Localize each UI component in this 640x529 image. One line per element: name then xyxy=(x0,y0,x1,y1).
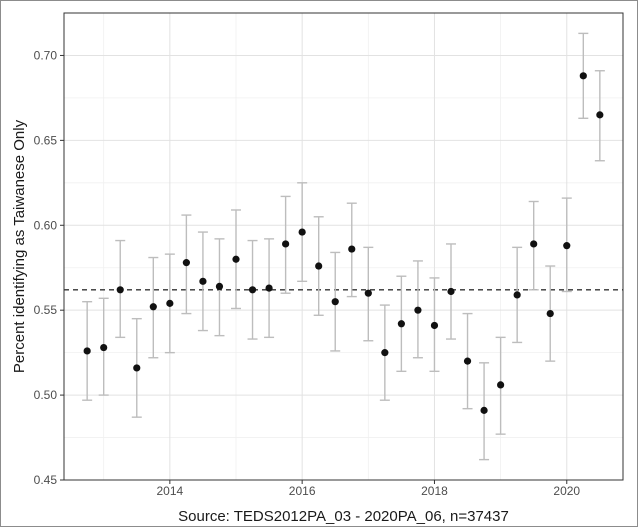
y-tick-label: 0.55 xyxy=(34,303,58,317)
y-tick-label: 0.45 xyxy=(34,473,58,487)
data-point xyxy=(530,240,538,248)
data-point xyxy=(480,406,488,414)
data-point xyxy=(563,242,571,250)
data-point xyxy=(364,289,372,297)
data-point xyxy=(596,111,604,119)
x-axis-title: Source: TEDS2012PA_03 - 2020PA_06, n=374… xyxy=(178,508,509,525)
data-point xyxy=(414,306,422,314)
y-tick-label: 0.50 xyxy=(34,388,58,402)
data-points xyxy=(83,72,604,414)
x-tick-label: 2020 xyxy=(553,484,580,498)
data-point xyxy=(199,277,207,285)
data-point xyxy=(463,357,472,365)
plot-border xyxy=(63,12,624,481)
data-point xyxy=(348,245,356,253)
y-axis-ticks: 0.45 0.50 0.55 0.60 0.65 0.70 xyxy=(34,48,64,487)
data-point xyxy=(232,255,240,263)
data-point xyxy=(182,259,190,267)
data-point xyxy=(430,321,439,330)
data-point xyxy=(513,291,521,299)
data-point xyxy=(546,309,554,318)
data-point xyxy=(447,287,455,296)
data-point xyxy=(397,320,405,328)
data-point xyxy=(100,343,108,352)
data-point xyxy=(133,364,141,372)
data-point xyxy=(166,299,174,307)
y-axis-title: Percent identifying as Taiwanese Only xyxy=(11,119,28,373)
data-point xyxy=(282,240,290,248)
data-point xyxy=(248,286,257,294)
data-point xyxy=(298,228,306,236)
data-point xyxy=(381,349,389,357)
x-axis-ticks: 2014 2016 2018 2020 xyxy=(156,480,580,498)
data-point xyxy=(83,347,91,355)
y-tick-label: 0.60 xyxy=(34,218,58,232)
data-point xyxy=(331,298,339,306)
data-point xyxy=(149,303,157,311)
y-tick-label: 0.65 xyxy=(34,133,58,147)
data-point xyxy=(265,284,273,292)
data-point xyxy=(579,72,587,80)
data-point xyxy=(315,262,323,270)
data-point xyxy=(116,286,124,294)
data-point xyxy=(497,381,505,389)
x-tick-label: 2018 xyxy=(421,484,448,498)
x-tick-label: 2014 xyxy=(156,484,183,498)
plot-panel xyxy=(64,13,623,480)
x-tick-label: 2016 xyxy=(289,484,316,498)
data-point xyxy=(215,282,224,291)
y-tick-label: 0.70 xyxy=(34,48,58,62)
